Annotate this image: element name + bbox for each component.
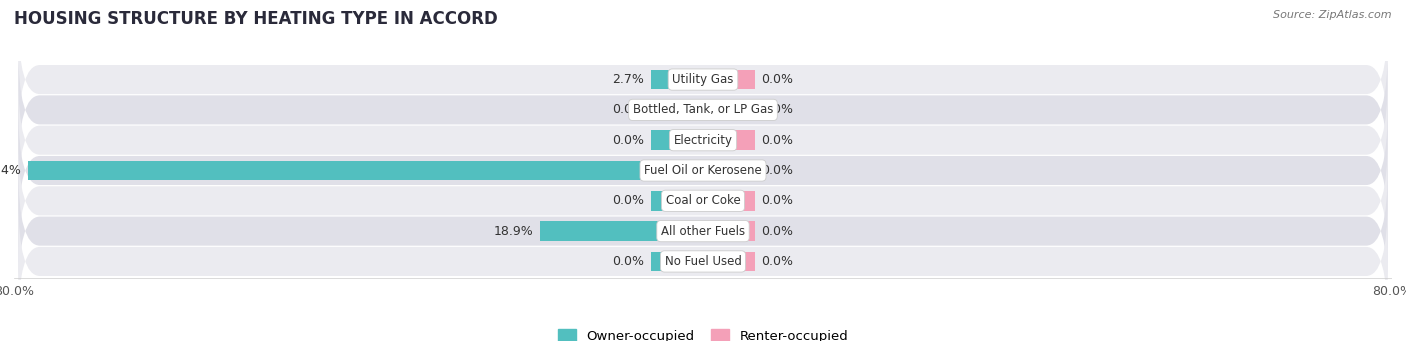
FancyBboxPatch shape: [18, 18, 1388, 141]
Text: 78.4%: 78.4%: [0, 164, 21, 177]
Bar: [703, 252, 755, 271]
Bar: [651, 100, 703, 120]
Text: No Fuel Used: No Fuel Used: [665, 255, 741, 268]
Text: 0.0%: 0.0%: [762, 164, 793, 177]
Bar: [651, 130, 703, 150]
Text: 18.9%: 18.9%: [494, 225, 533, 238]
Bar: [703, 191, 755, 211]
Text: 2.7%: 2.7%: [613, 73, 644, 86]
Bar: [651, 70, 703, 89]
Text: Utility Gas: Utility Gas: [672, 73, 734, 86]
FancyBboxPatch shape: [18, 109, 1388, 232]
FancyBboxPatch shape: [18, 139, 1388, 262]
Bar: [703, 100, 755, 120]
Text: 0.0%: 0.0%: [762, 225, 793, 238]
FancyBboxPatch shape: [18, 79, 1388, 202]
Text: Electricity: Electricity: [673, 134, 733, 147]
FancyBboxPatch shape: [18, 49, 1388, 171]
Bar: [540, 221, 703, 241]
Text: 0.0%: 0.0%: [762, 73, 793, 86]
Bar: [28, 161, 703, 180]
Text: 0.0%: 0.0%: [613, 255, 644, 268]
Bar: [703, 221, 755, 241]
Text: 0.0%: 0.0%: [762, 255, 793, 268]
Text: 0.0%: 0.0%: [613, 194, 644, 207]
Bar: [703, 70, 755, 89]
Text: Coal or Coke: Coal or Coke: [665, 194, 741, 207]
Text: HOUSING STRUCTURE BY HEATING TYPE IN ACCORD: HOUSING STRUCTURE BY HEATING TYPE IN ACC…: [14, 10, 498, 28]
Text: 0.0%: 0.0%: [762, 194, 793, 207]
Legend: Owner-occupied, Renter-occupied: Owner-occupied, Renter-occupied: [558, 329, 848, 341]
Text: Source: ZipAtlas.com: Source: ZipAtlas.com: [1274, 10, 1392, 20]
Bar: [703, 130, 755, 150]
Text: 0.0%: 0.0%: [762, 134, 793, 147]
Bar: [651, 191, 703, 211]
Bar: [651, 252, 703, 271]
Text: 0.0%: 0.0%: [613, 103, 644, 116]
Text: All other Fuels: All other Fuels: [661, 225, 745, 238]
Text: Bottled, Tank, or LP Gas: Bottled, Tank, or LP Gas: [633, 103, 773, 116]
Text: Fuel Oil or Kerosene: Fuel Oil or Kerosene: [644, 164, 762, 177]
Text: 0.0%: 0.0%: [613, 134, 644, 147]
Bar: [703, 161, 755, 180]
Text: 0.0%: 0.0%: [762, 103, 793, 116]
FancyBboxPatch shape: [18, 200, 1388, 323]
FancyBboxPatch shape: [18, 170, 1388, 292]
